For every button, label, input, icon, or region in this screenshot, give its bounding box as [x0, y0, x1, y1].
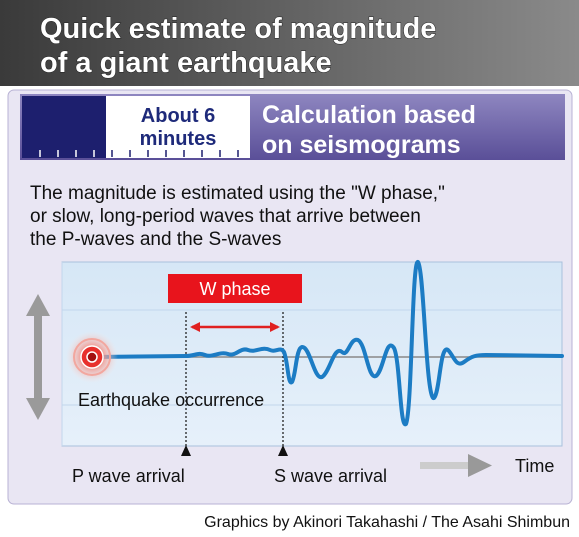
s-wave-label: S wave arrival [274, 466, 387, 486]
time-badge [106, 96, 250, 158]
title-line: Quick estimate of magnitude [40, 13, 436, 45]
timeline-ticks [39, 150, 95, 157]
description: the P-waves and the S-waves [30, 229, 281, 250]
description: The magnitude is estimated using the "W … [30, 183, 445, 204]
s-wave-marker [278, 445, 288, 456]
time-label: Time [515, 456, 554, 476]
w-phase-box [168, 274, 302, 303]
epicenter-dot [86, 351, 98, 363]
amplitude-arrow [26, 294, 50, 420]
section-heading: on seismograms [262, 131, 461, 159]
p-wave-marker [181, 445, 191, 456]
section-heading: Calculation based [262, 101, 476, 129]
timeline-block [22, 96, 106, 158]
seismogram [90, 259, 564, 427]
credit: Graphics by Akinori Takahashi / The Asah… [204, 514, 570, 531]
grid [61, 262, 562, 446]
title-line: of a giant earthquake [40, 47, 332, 79]
badge-text: minutes [140, 128, 217, 150]
badge-text: About 6 [141, 105, 215, 127]
epicenter-ring [73, 338, 111, 376]
epicenter-label: Earthquake occurrence [78, 390, 264, 410]
timeline-ticks [111, 150, 239, 157]
description: or slow, long-period waves that arrive b… [30, 206, 421, 227]
p-wave-label: P wave arrival [72, 466, 185, 486]
time-arrow [420, 454, 492, 477]
w-phase-label: W phase [199, 279, 270, 299]
title-banner [0, 0, 579, 86]
